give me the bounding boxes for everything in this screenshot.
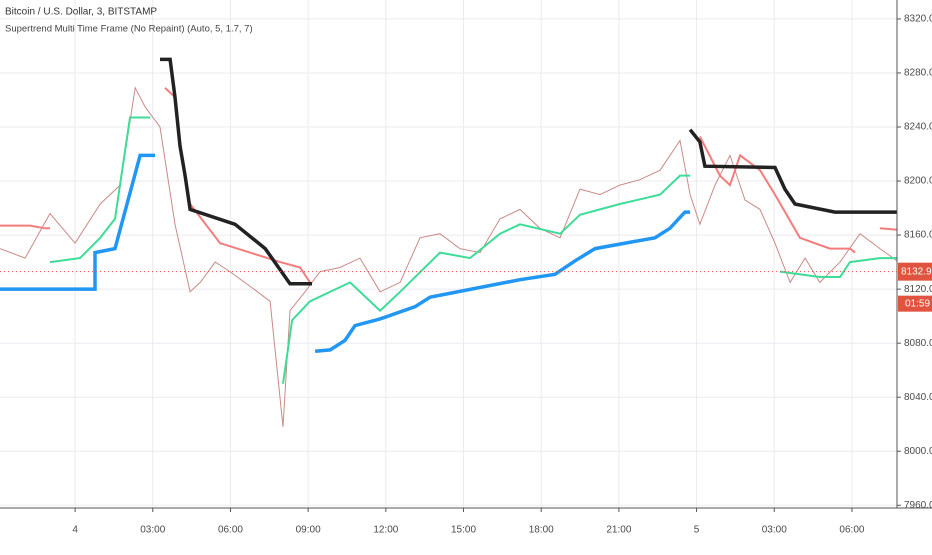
y-tick-label: 8040.00: [904, 392, 932, 403]
grid: [0, 0, 897, 508]
y-tick-label: 8160.00: [904, 230, 932, 241]
chart-title: Bitcoin / U.S. Dollar, 3, BITSTAMP: [5, 7, 157, 18]
x-tick-label: 06:00: [218, 525, 243, 536]
x-tick-label: 4: [72, 525, 78, 536]
countdown-box: [898, 295, 932, 312]
y-tick-label: 8120.00: [904, 284, 932, 295]
x-tick-label: 09:00: [296, 525, 321, 536]
series-line: [49, 116, 897, 384]
x-tick-label: 5: [694, 525, 700, 536]
last-price-label: 8132.93: [901, 266, 932, 277]
y-tick-label: 7960.00: [904, 500, 932, 511]
y-tick-label: 8080.00: [904, 338, 932, 349]
x-tick-label: 21:00: [606, 525, 631, 536]
series-line: [0, 153, 691, 354]
x-tick-label: 03:00: [140, 525, 165, 536]
y-tick-label: 8000.00: [904, 446, 932, 457]
x-tick-label: 06:00: [839, 525, 864, 536]
series-line: [0, 87, 898, 283]
countdown-label: 01:59: [905, 298, 930, 309]
x-tick-label: 03:00: [762, 525, 787, 536]
x-tick-label: 12:00: [373, 525, 398, 536]
y-tick-label: 8320.00: [904, 14, 932, 25]
series-line: [160, 57, 897, 286]
y-tick-label: 8200.00: [904, 176, 932, 187]
axes: 7960.00 8000.00 8040.00 8080.00 8120.00 8160.…: [0, 14, 932, 536]
indicator-label: Supertrend Multi Time Frame (No Repaint)…: [5, 24, 253, 35]
x-tick-label: 15:00: [451, 525, 476, 536]
y-tick-label: 8280.00: [904, 68, 932, 79]
series-line: [0, 86, 898, 427]
last-price-box: [898, 262, 932, 281]
x-tick-label: 18:00: [529, 525, 554, 536]
plot: [0, 57, 898, 427]
y-tick-label: 8240.00: [904, 122, 932, 133]
